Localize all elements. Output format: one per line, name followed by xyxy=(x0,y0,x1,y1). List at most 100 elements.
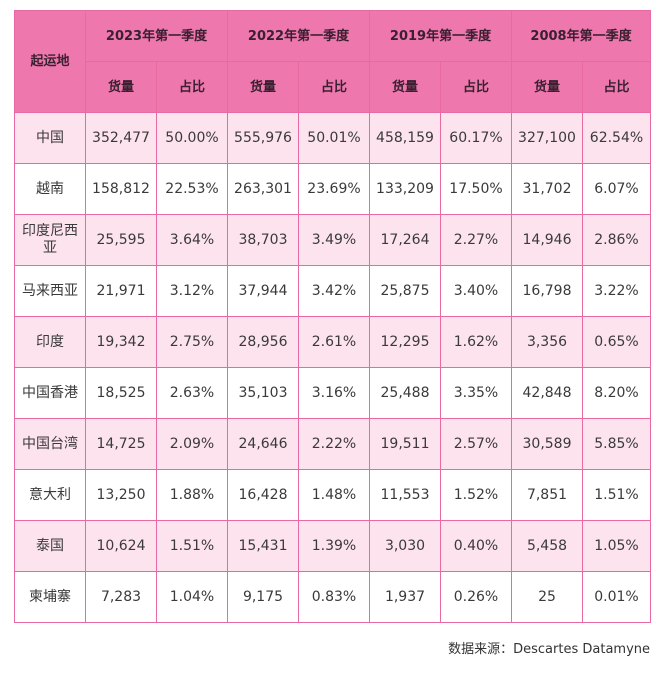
volume-cell: 263,301 xyxy=(227,163,299,215)
volume-cell: 25,488 xyxy=(369,367,441,419)
volume-header: 货量 xyxy=(227,61,299,113)
volume-cell: 15,431 xyxy=(227,520,299,572)
volume-cell: 133,209 xyxy=(369,163,441,215)
share-cell: 60.17% xyxy=(440,112,512,164)
share-cell: 1.04% xyxy=(156,571,228,623)
source-note: 数据来源：Descartes Datamyne xyxy=(448,642,650,657)
share-cell: 2.86% xyxy=(582,214,651,266)
share-cell: 3.12% xyxy=(156,265,228,317)
volume-cell: 7,283 xyxy=(85,571,157,623)
table-row: 印度 19,342 2.75% 28,956 2.61% 12,295 1.62% 3,356… xyxy=(14,316,651,368)
period-header: 2023年第一季度 xyxy=(85,10,228,62)
share-header: 占比 xyxy=(298,61,370,113)
cargo-volume-table: 起运地 2023年第一季度 2022年第一季度 2019年第一季度 2008年第… xyxy=(14,10,651,623)
volume-cell: 352,477 xyxy=(85,112,157,164)
share-cell: 3.64% xyxy=(156,214,228,266)
share-cell: 2.57% xyxy=(440,418,512,470)
table-row: 柬埔寨 7,283 1.04% 9,175 0.83% 1,937 0.26% 25 0.01% xyxy=(14,571,651,623)
sub-header-row: 货量 占比 货量 占比 货量 占比 货量 占比 xyxy=(15,61,651,113)
share-cell: 2.75% xyxy=(156,316,228,368)
share-cell: 1.52% xyxy=(440,469,512,521)
volume-cell: 21,971 xyxy=(85,265,157,317)
volume-cell: 5,458 xyxy=(511,520,583,572)
volume-cell: 35,103 xyxy=(227,367,299,419)
share-header: 占比 xyxy=(440,61,512,113)
share-cell: 3.35% xyxy=(440,367,512,419)
volume-cell: 18,525 xyxy=(85,367,157,419)
volume-cell: 37,944 xyxy=(227,265,299,317)
share-cell: 50.01% xyxy=(298,112,370,164)
volume-cell: 16,428 xyxy=(227,469,299,521)
volume-cell: 16,798 xyxy=(511,265,583,317)
volume-header: 货量 xyxy=(85,61,157,113)
volume-cell: 42,848 xyxy=(511,367,583,419)
table-row: 意大利 13,250 1.88% 16,428 1.48% 11,553 1.52% 7,85… xyxy=(14,469,651,521)
volume-cell: 10,624 xyxy=(85,520,157,572)
share-cell: 22.53% xyxy=(156,163,228,215)
share-cell: 2.09% xyxy=(156,418,228,470)
share-cell: 2.61% xyxy=(298,316,370,368)
share-cell: 3.22% xyxy=(582,265,651,317)
share-cell: 5.85% xyxy=(582,418,651,470)
origin-cell: 印度 xyxy=(14,316,86,368)
volume-cell: 458,159 xyxy=(369,112,441,164)
volume-cell: 7,851 xyxy=(511,469,583,521)
volume-cell: 555,976 xyxy=(227,112,299,164)
share-cell: 2.63% xyxy=(156,367,228,419)
share-cell: 6.07% xyxy=(582,163,651,215)
volume-cell: 3,030 xyxy=(369,520,441,572)
volume-cell: 30,589 xyxy=(511,418,583,470)
volume-cell: 327,100 xyxy=(511,112,583,164)
share-cell: 1.88% xyxy=(156,469,228,521)
share-cell: 0.40% xyxy=(440,520,512,572)
table-row: 泰国 10,624 1.51% 15,431 1.39% 3,030 0.40% 5,458 1… xyxy=(14,520,651,572)
period-header: 2019年第一季度 xyxy=(369,10,512,62)
origin-cell: 越南 xyxy=(14,163,86,215)
origin-cell: 中国 xyxy=(14,112,86,164)
share-cell: 8.20% xyxy=(582,367,651,419)
share-cell: 3.42% xyxy=(298,265,370,317)
share-cell: 3.16% xyxy=(298,367,370,419)
volume-cell: 17,264 xyxy=(369,214,441,266)
origin-cell: 中国台湾 xyxy=(14,418,86,470)
volume-cell: 31,702 xyxy=(511,163,583,215)
volume-cell: 9,175 xyxy=(227,571,299,623)
origin-cell: 意大利 xyxy=(14,469,86,521)
origin-cell: 柬埔寨 xyxy=(14,571,86,623)
share-cell: 3.49% xyxy=(298,214,370,266)
volume-cell: 14,725 xyxy=(85,418,157,470)
share-cell: 0.01% xyxy=(582,571,651,623)
table-row: 马来西亚 21,971 3.12% 37,944 3.42% 25,875 3.40% 16,… xyxy=(14,265,651,317)
share-cell: 3.40% xyxy=(440,265,512,317)
share-cell: 2.22% xyxy=(298,418,370,470)
volume-header: 货量 xyxy=(511,61,583,113)
origin-cell: 泰国 xyxy=(14,520,86,572)
table-row: 中国台湾 14,725 2.09% 24,646 2.22% 19,511 2.57% 30,… xyxy=(14,418,651,470)
volume-cell: 38,703 xyxy=(227,214,299,266)
share-cell: 50.00% xyxy=(156,112,228,164)
table-row: 越南 158,812 22.53% 263,301 23.69% 133,209 17.50… xyxy=(14,163,651,215)
share-cell: 0.26% xyxy=(440,571,512,623)
period-header: 2022年第一季度 xyxy=(227,10,370,62)
origin-header: 起运地 xyxy=(14,10,86,113)
volume-cell: 19,511 xyxy=(369,418,441,470)
share-cell: 0.83% xyxy=(298,571,370,623)
share-cell: 2.27% xyxy=(440,214,512,266)
table-row: 中国 352,477 50.00% 555,976 50.01% 458,159 60.17… xyxy=(14,112,651,164)
volume-cell: 1,937 xyxy=(369,571,441,623)
share-cell: 1.51% xyxy=(582,469,651,521)
origin-cell: 马来西亚 xyxy=(14,265,86,317)
period-header: 2008年第一季度 xyxy=(511,10,651,62)
share-cell: 1.62% xyxy=(440,316,512,368)
volume-header: 货量 xyxy=(369,61,441,113)
origin-cell: 印度尼西亚 xyxy=(14,214,86,266)
volume-cell: 25,595 xyxy=(85,214,157,266)
share-cell: 0.65% xyxy=(582,316,651,368)
table-body: 中国 352,477 50.00% 555,976 50.01% 458,159 60.17… xyxy=(14,112,651,623)
volume-cell: 28,956 xyxy=(227,316,299,368)
share-cell: 17.50% xyxy=(440,163,512,215)
volume-cell: 13,250 xyxy=(85,469,157,521)
volume-cell: 14,946 xyxy=(511,214,583,266)
share-header: 占比 xyxy=(156,61,228,113)
share-cell: 1.39% xyxy=(298,520,370,572)
